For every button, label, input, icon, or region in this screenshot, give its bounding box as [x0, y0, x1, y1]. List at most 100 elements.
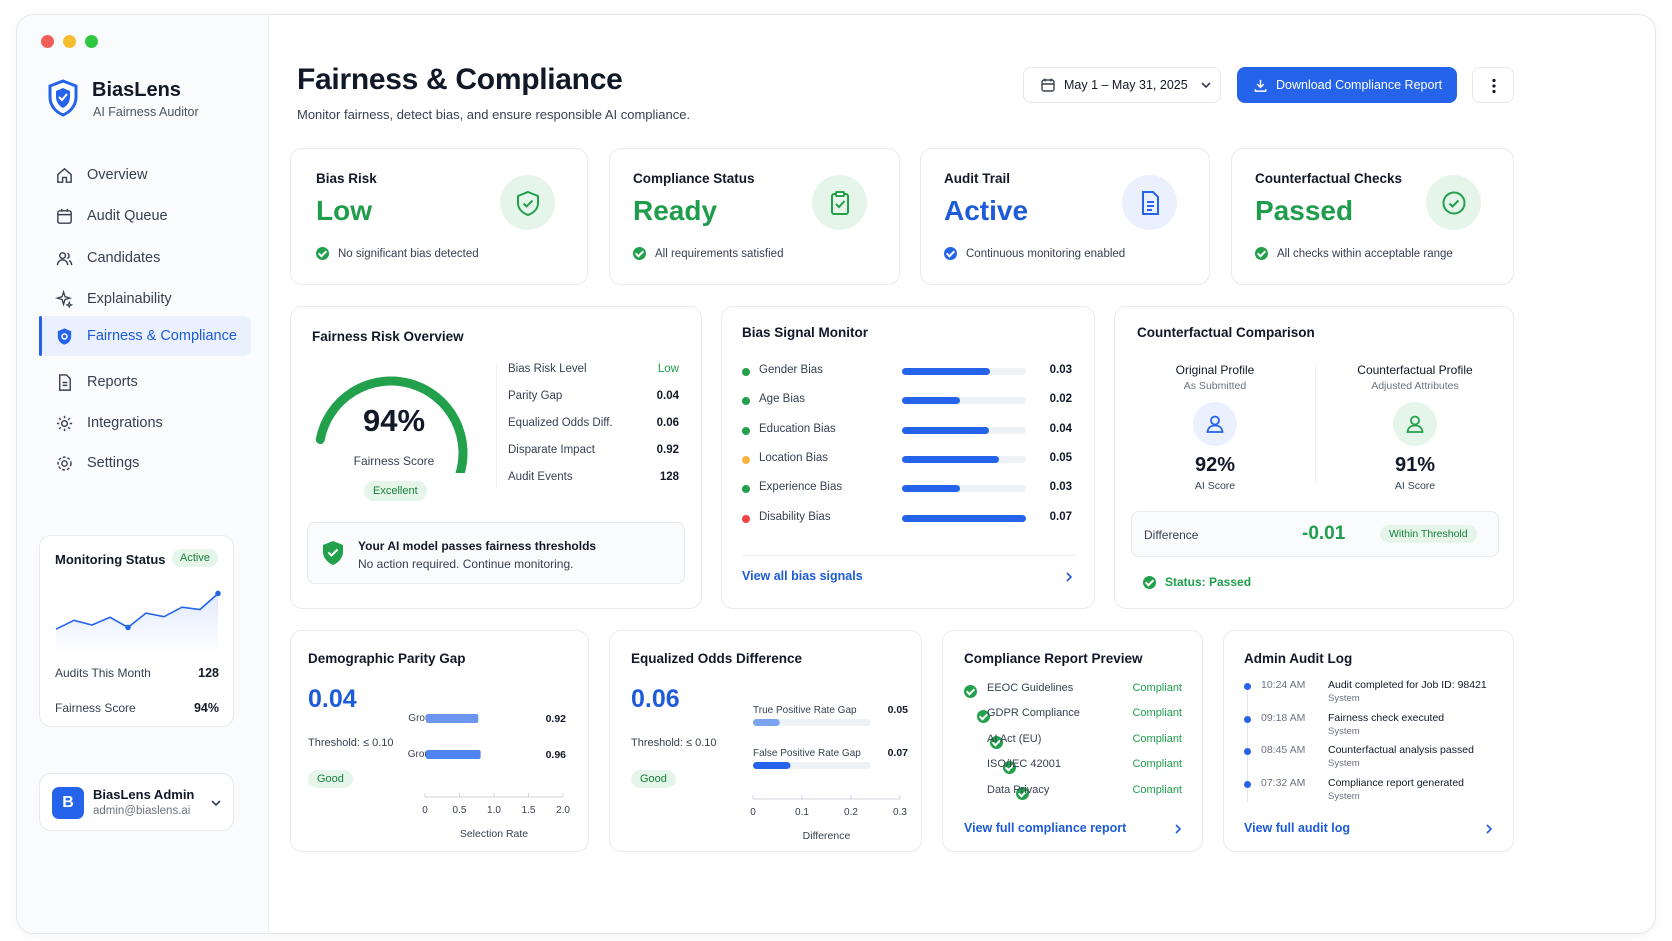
- status-card-audit-trail: Audit Trail Active Continuous monitoring e…: [920, 148, 1210, 285]
- compliance-item-status: Compliant: [1132, 707, 1182, 719]
- card-title: Fairness Risk Overview: [312, 329, 464, 344]
- download-icon: [1254, 79, 1267, 92]
- chevron-right-icon[interactable]: [1064, 571, 1074, 583]
- maximize-window-button[interactable]: [85, 35, 98, 48]
- users-icon: [56, 251, 73, 265]
- date-range-picker[interactable]: May 1 – May 31, 2025: [1023, 67, 1221, 103]
- bias-signal-bar-fill: [902, 485, 961, 492]
- app-logo: [47, 79, 79, 122]
- settings-icon: [57, 455, 72, 471]
- bias-signal-label: Location Bias: [759, 452, 829, 464]
- timeline-dot: [1244, 748, 1251, 755]
- score-label: Fairness Score: [55, 701, 136, 715]
- log-event: Audit completed for Job ID: 98421: [1328, 679, 1487, 691]
- fairness-gauge: [315, 376, 468, 473]
- sparkline-area: [56, 593, 218, 654]
- chevron-right-icon[interactable]: [1484, 823, 1494, 835]
- sidebar-item-label: Overview: [87, 167, 148, 183]
- sidebar-item-audit-queue[interactable]: Audit Queue: [39, 196, 251, 236]
- audit-log-card: Admin Audit Log 10:24 AM Audit completed …: [1223, 630, 1514, 852]
- divider: [496, 363, 497, 487]
- sidebar-item-integrations[interactable]: Integrations: [39, 403, 251, 443]
- status-card-note-text: No significant bias detected: [338, 247, 479, 260]
- metric-label: Audit Events: [508, 471, 573, 483]
- gauge-fill: [315, 376, 468, 473]
- status-dot: [742, 485, 750, 493]
- bias-signal-value: 0.03: [1049, 481, 1072, 493]
- status-card-counterfactual-checks: Counterfactual Checks Passed All checks wi…: [1231, 148, 1514, 285]
- download-report-button[interactable]: Download Compliance Report: [1237, 67, 1457, 103]
- view-all-bias-signals-link[interactable]: View all bias signals: [742, 569, 863, 583]
- user-email: admin@biaslens.ai: [93, 805, 191, 817]
- log-event: Fairness check executed: [1328, 712, 1445, 724]
- user-menu[interactable]: B BiasLens Admin admin@biaslens.ai: [39, 773, 234, 831]
- check-circle-icon: [990, 736, 1003, 750]
- compliance-item-status: Compliant: [1132, 784, 1182, 796]
- check-circle-icon: [1255, 247, 1268, 260]
- sidebar-item-reports[interactable]: Reports: [39, 362, 251, 402]
- more-options-button[interactable]: [1472, 67, 1514, 103]
- compliance-item-label: GDPR Compliance: [987, 707, 1080, 719]
- status-dot: [742, 515, 750, 523]
- metric-value: Low: [657, 363, 679, 375]
- bias-signal-label: Age Bias: [759, 393, 806, 405]
- log-time: 07:32 AM: [1261, 777, 1306, 789]
- bias-signal-bar: [902, 368, 1026, 375]
- chart-x-label: Selection Rate: [460, 828, 528, 840]
- sidebar-item-explainability[interactable]: Explainability: [39, 279, 251, 319]
- chart-data-label: 0.96: [546, 749, 567, 761]
- status-card-note: Continuous monitoring enabled: [944, 247, 1125, 260]
- parity-gap-card: Demographic Parity Gap 0.04 Threshold: ≤…: [290, 630, 589, 852]
- timeline-dot: [1244, 683, 1251, 690]
- sidebar-item-overview[interactable]: Overview: [39, 155, 251, 195]
- chart-category-label: True Positive Rate Gap: [753, 705, 857, 716]
- sidebar-item-candidates[interactable]: Candidates: [39, 238, 251, 278]
- status-card-title: Counterfactual Checks: [1255, 171, 1403, 186]
- banner-title: Your AI model passes fairness thresholds: [358, 539, 597, 553]
- more-vertical-icon: [1492, 78, 1496, 94]
- card-title: Demographic Parity Gap: [308, 651, 466, 666]
- view-full-compliance-report-link[interactable]: View full compliance report: [964, 821, 1127, 835]
- chevron-right-icon[interactable]: [1173, 823, 1183, 835]
- clipboard-check-icon: [812, 175, 867, 230]
- parity-good-badge: Good: [308, 770, 353, 788]
- metric-value: 0.06: [656, 417, 679, 429]
- sidebar: BiasLens AI Fairness Auditor Overview Aud…: [17, 15, 269, 933]
- log-time: 09:18 AM: [1261, 712, 1306, 724]
- sidebar-item-settings[interactable]: Settings: [39, 443, 251, 483]
- chart-bar: [426, 714, 479, 723]
- status-card-title: Compliance Status: [633, 171, 755, 186]
- status-card-note: All requirements satisfied: [633, 247, 783, 260]
- log-time: 08:45 AM: [1261, 744, 1306, 756]
- sidebar-item-label: Reports: [87, 374, 138, 390]
- difference-panel: Difference -0.01 Within Threshold: [1131, 511, 1499, 557]
- check-circle-icon: [964, 685, 977, 699]
- bias-signal-value: 0.04: [1049, 423, 1072, 435]
- monitoring-title: Monitoring Status: [55, 552, 166, 567]
- chart-tick-label: 0.2: [844, 807, 858, 818]
- bias-signal-bar-fill: [902, 456, 999, 463]
- check-circle-icon: [944, 247, 957, 260]
- card-title: Counterfactual Comparison: [1137, 325, 1315, 340]
- status-dot: [742, 397, 750, 405]
- close-window-button[interactable]: [41, 35, 54, 48]
- sparkline-point: [215, 590, 221, 597]
- bias-signal-value: 0.02: [1049, 393, 1072, 405]
- compliance-list: EEOC Guidelines Compliant GDPR Compliance C…: [943, 631, 1202, 801]
- sidebar-item-fairness-compliance[interactable]: Fairness & Compliance: [39, 316, 251, 356]
- fairness-score-value: 94%: [362, 403, 426, 438]
- bias-signal-bar-fill: [902, 368, 991, 375]
- metric-value: 0.04: [656, 390, 679, 402]
- minimize-window-button[interactable]: [63, 35, 76, 48]
- status-card-note: All checks within acceptable range: [1255, 247, 1453, 260]
- chart-tick-label: 0: [750, 807, 756, 818]
- parity-gap-value: 0.04: [308, 685, 357, 713]
- counterfactual-profile: Counterfactual Profile Adjusted Attribut…: [1315, 363, 1515, 492]
- original-profile-title: Original Profile: [1175, 363, 1255, 377]
- chart-tick-label: 0.1: [795, 807, 809, 818]
- view-full-audit-log-link[interactable]: View full audit log: [1244, 821, 1351, 835]
- date-range-label: May 1 – May 31, 2025: [1064, 78, 1188, 92]
- compliance-preview-card: Compliance Report Preview EEOC Guideline…: [942, 630, 1203, 852]
- counterfactual-score: 91%: [1394, 454, 1436, 476]
